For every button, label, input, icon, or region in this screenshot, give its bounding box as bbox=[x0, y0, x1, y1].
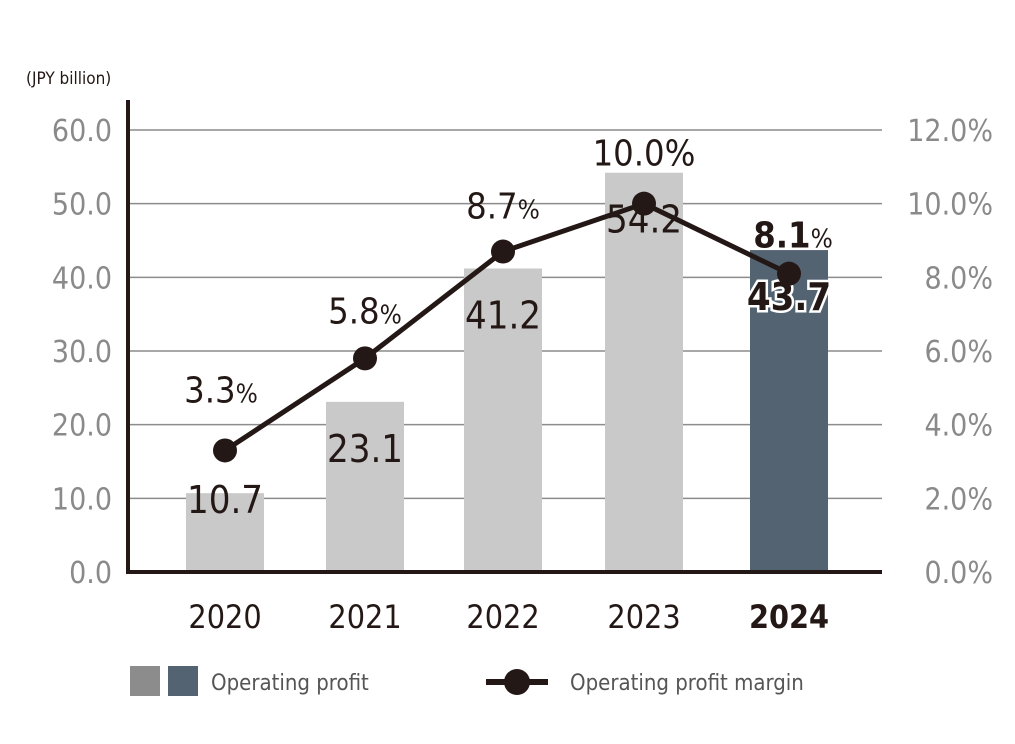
legend-marker-swatch bbox=[504, 669, 530, 695]
x-tick-label: 2023 bbox=[607, 598, 680, 636]
y-right-tick-label: 6.0% bbox=[924, 335, 993, 370]
y-left-tick-label: 40.0 bbox=[52, 261, 112, 296]
legend-label-operating-profit-margin: Operating profit margin bbox=[570, 671, 804, 696]
y-left-tick-label: 60.0 bbox=[52, 114, 112, 149]
bar-value-labels: 10.723.141.254.243.7 bbox=[187, 198, 834, 522]
margin-point-2024 bbox=[777, 261, 801, 286]
legend: Operating profit Operating profit margin bbox=[130, 666, 804, 696]
bar-value-label: 10.7 bbox=[187, 478, 263, 522]
y-tick-labels: 0.0 10.0 20.0 30.0 40.0 50.0 60.0 0.0% 2.0% 4.0% 6… bbox=[52, 114, 993, 591]
legend-label-operating-profit: Operating profit bbox=[211, 671, 369, 696]
bar-2023 bbox=[605, 172, 683, 572]
bar-2022 bbox=[464, 268, 542, 572]
y-right-tick-label: 2.0% bbox=[924, 482, 993, 517]
x-tick-label: 2020 bbox=[188, 598, 261, 636]
y-right-tick-label: 8.0% bbox=[924, 261, 993, 296]
x-tick-label: 2021 bbox=[328, 598, 401, 636]
y-right-tick-label: 0.0% bbox=[924, 556, 993, 591]
y-left-tick-label: 30.0 bbox=[52, 335, 112, 370]
y-left-tick-label: 10.0 bbox=[52, 482, 112, 517]
bar-2024 bbox=[750, 250, 828, 572]
margin-value-label: 3.3% bbox=[184, 370, 258, 411]
unit-label: (JPY billion) bbox=[26, 69, 111, 89]
bar-2020 bbox=[186, 493, 264, 572]
bar-value-label: 41.2 bbox=[465, 293, 541, 337]
bar-2021 bbox=[326, 401, 404, 572]
y-left-tick-label: 20.0 bbox=[52, 409, 112, 444]
x-tick-label: 2024 bbox=[749, 598, 829, 636]
margin-point-2023 bbox=[632, 191, 656, 216]
margin-value-label: 5.8% bbox=[328, 291, 402, 332]
legend-swatch-bar-highlight bbox=[168, 666, 198, 696]
y-right-tick-label: 12.0% bbox=[907, 114, 993, 149]
margin-point-2020 bbox=[213, 438, 237, 463]
margin-value-label: 8.1% bbox=[753, 216, 833, 257]
bars bbox=[186, 172, 828, 572]
margin-point-2021 bbox=[353, 346, 377, 371]
y-right-tick-label: 10.0% bbox=[907, 188, 993, 223]
bar-value-label: 23.1 bbox=[327, 427, 403, 471]
y-right-tick-label: 4.0% bbox=[924, 409, 993, 444]
margin-value-label: 10.0% bbox=[593, 134, 696, 175]
legend-swatch-bar-grey bbox=[130, 666, 160, 696]
margin-point-2022 bbox=[491, 239, 515, 264]
x-tick-labels: 2020 2021 2022 2023 2024 bbox=[188, 598, 829, 636]
margin-line bbox=[213, 191, 801, 463]
margin-value-labels: 3.3% 5.8% 8.7% 10.0% 8.1% bbox=[184, 134, 833, 412]
y-left-tick-label: 50.0 bbox=[52, 188, 112, 223]
margin-value-label: 8.7% bbox=[466, 187, 540, 228]
y-left-tick-label: 0.0 bbox=[69, 556, 112, 591]
axes bbox=[126, 100, 882, 574]
x-tick-label: 2022 bbox=[466, 598, 539, 636]
